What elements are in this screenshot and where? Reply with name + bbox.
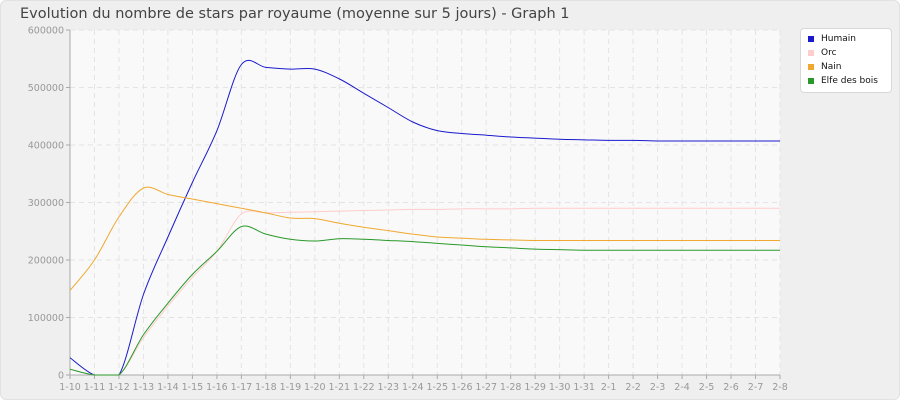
x-tick-label: 2-6: [723, 382, 739, 393]
x-tick-label: 1-26: [451, 382, 473, 393]
legend-item-elfe-des-bois: Elfe des bois: [801, 74, 891, 88]
x-tick-label: 1-30: [549, 382, 571, 393]
x-tick-label: 1-16: [206, 382, 228, 393]
x-tick-label: 2-1: [601, 382, 617, 393]
tick-labels: 0 100000 200000 300000 400000 500000 600000 1-1…: [28, 26, 788, 394]
x-tick-label: 1-22: [353, 382, 375, 393]
legend-label: Humain: [821, 34, 856, 44]
y-tick-label: 600000: [28, 26, 64, 37]
legend-item-nain: Nain: [801, 60, 891, 74]
series-line-orc: [69, 207, 780, 376]
grid: [70, 29, 781, 375]
x-tick-label: 1-24: [402, 382, 424, 393]
series-line-humain: [69, 59, 780, 376]
x-tick-label: 1-29: [524, 382, 546, 393]
x-tick-label: 2-4: [674, 382, 690, 393]
x-tick-label: 1-12: [108, 382, 130, 393]
legend-label: Elfe des bois: [821, 76, 878, 86]
x-tick-label: 1-25: [426, 382, 448, 393]
legend-swatch: [808, 36, 814, 42]
x-tick-label: 1-23: [377, 382, 399, 393]
x-tick-label: 1-13: [133, 382, 155, 393]
y-tick-label: 0: [58, 371, 64, 382]
y-tick-label: 100000: [28, 313, 64, 324]
x-tick-label: 1-14: [157, 382, 179, 393]
axes: [66, 29, 781, 379]
x-tick-label: 1-28: [500, 382, 522, 393]
series-lines: [69, 59, 780, 376]
legend-swatch: [808, 64, 814, 70]
x-tick-label: 1-18: [255, 382, 277, 393]
legend-label: Nain: [821, 62, 842, 72]
x-tick-label: 2-3: [650, 382, 666, 393]
legend-label: Orc: [821, 48, 837, 58]
series-line-nain: [69, 186, 780, 291]
x-tick-label: 1-15: [182, 382, 204, 393]
x-tick-label: 2-5: [699, 382, 715, 393]
y-tick-label: 300000: [28, 198, 64, 209]
x-tick-label: 1-10: [59, 382, 81, 393]
x-tick-label: 1-31: [573, 382, 595, 393]
series-line-elfe-des-bois: [69, 225, 780, 376]
x-tick-label: 1-11: [84, 382, 106, 393]
x-tick-label: 2-7: [748, 382, 764, 393]
legend-item-orc: Orc: [801, 46, 891, 60]
legend: Humain Orc Nain Elfe des bois: [800, 28, 892, 93]
legend-swatch: [808, 50, 814, 56]
y-tick-label: 400000: [28, 141, 64, 152]
x-tick-label: 1-27: [475, 382, 497, 393]
x-tick-label: 2-8: [772, 382, 788, 393]
chart-title: Evolution du nombre de stars par royaume…: [20, 6, 570, 22]
y-tick-label: 500000: [28, 83, 64, 94]
x-tick-label: 1-20: [304, 382, 326, 393]
x-tick-label: 1-19: [280, 382, 302, 393]
y-tick-label: 200000: [28, 256, 64, 267]
x-tick-label: 1-21: [329, 382, 351, 393]
legend-swatch: [808, 78, 814, 84]
x-tick-label: 2-2: [625, 382, 641, 393]
legend-item-humain: Humain: [801, 32, 891, 46]
x-tick-label: 1-17: [231, 382, 253, 393]
